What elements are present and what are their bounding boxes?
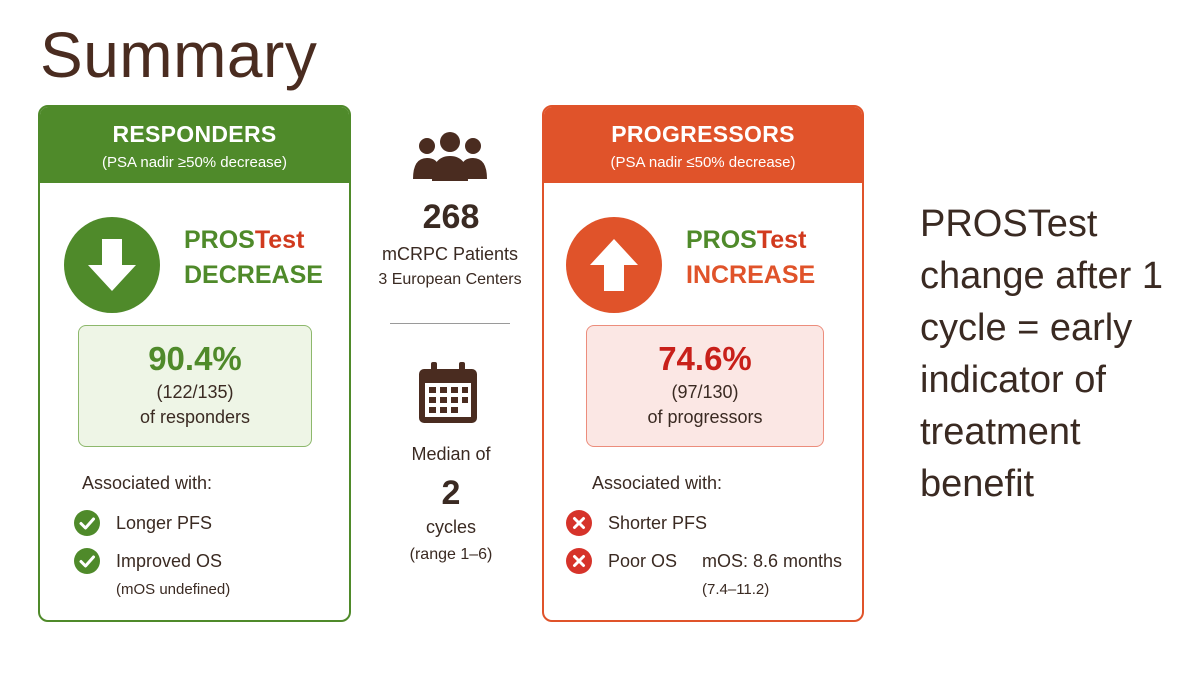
responders-note: (mOS undefined) [116, 581, 231, 598]
check-icon [74, 510, 100, 536]
responders-header: RESPONDERS (PSA nadir ≥50% decrease) [40, 107, 349, 183]
responders-prostest-label: PROSTest DECREASE [184, 223, 323, 293]
conclusion-line: change after 1 [920, 255, 1163, 297]
mos-value: mOS: 8.6 months [702, 551, 842, 572]
mos-range: (7.4–11.2) [702, 581, 770, 598]
pros-text: PROS [686, 226, 757, 254]
people-group-icon [410, 131, 490, 188]
arrow-up-icon [566, 217, 662, 313]
arrow-down-icon [64, 217, 160, 313]
progressors-percent: 74.6% [658, 340, 752, 377]
median-range: (range 1–6) [409, 546, 493, 563]
responders-title: RESPONDERS [112, 121, 277, 147]
progressors-header: PROGRESSORS (PSA nadir ≤50% decrease) [544, 107, 862, 183]
patient-count: 268 [422, 198, 480, 236]
calendar-icon [417, 361, 479, 430]
item-text: Shorter PFS [608, 513, 708, 533]
direction-text: INCREASE [686, 261, 816, 289]
test-text: Test [254, 226, 305, 254]
progressors-fraction: (97/130) [671, 382, 739, 402]
median-unit: cycles [425, 517, 476, 537]
mos-text: mOS: 8.6 months [702, 551, 843, 571]
pros-text: PROS [184, 226, 255, 254]
conclusion-text: PROSTest change after 1 cycle = early in… [920, 198, 1190, 510]
progressors-title: PROGRESSORS [611, 121, 795, 147]
responders-of-label: of responders [139, 407, 251, 427]
progressors-card: PROGRESSORS (PSA nadir ≤50% decrease) PR… [542, 105, 864, 622]
median-value: 2 [441, 474, 461, 512]
divider [390, 323, 510, 324]
responders-card: RESPONDERS (PSA nadir ≥50% decrease) PRO… [38, 105, 351, 622]
conclusion-line: benefit [920, 463, 1035, 505]
check-icon [74, 548, 100, 574]
median-label: Median of [411, 444, 491, 464]
progressors-of-label: of progressors [647, 407, 763, 427]
responders-percent: 90.4% [148, 340, 242, 377]
item-text: Longer PFS [116, 513, 213, 533]
conclusion-line: indicator of [920, 359, 1106, 401]
centers-label: 3 European Centers [378, 271, 522, 288]
conclusion-line: treatment [920, 411, 1081, 453]
test-text: Test [756, 226, 807, 254]
responders-subtitle: (PSA nadir ≥50% decrease) [102, 154, 287, 171]
conclusion-line: PROSTest [920, 203, 1098, 245]
conclusion-line: cycle = early [920, 307, 1133, 349]
progressors-prostest-label: PROSTest INCREASE [686, 223, 815, 293]
x-circle-icon [566, 548, 592, 574]
progressors-subtitle: (PSA nadir ≤50% decrease) [610, 154, 796, 171]
responders-fraction: (122/135) [156, 382, 234, 402]
x-circle-icon [566, 510, 592, 536]
responders-associated-label: Associated with: [82, 473, 213, 493]
direction-text: DECREASE [184, 261, 323, 289]
item-text: Improved OS [116, 551, 223, 571]
progressors-associated-label: Associated with: [592, 473, 723, 493]
item-text: Poor OS [608, 551, 678, 571]
progressors-stat-box: 74.6% (97/130) of progressors [586, 325, 824, 447]
page-title: Summary [40, 19, 318, 91]
patient-label: mCRPC Patients [381, 244, 519, 264]
responders-stat-box: 90.4% (122/135) of responders [78, 325, 312, 447]
